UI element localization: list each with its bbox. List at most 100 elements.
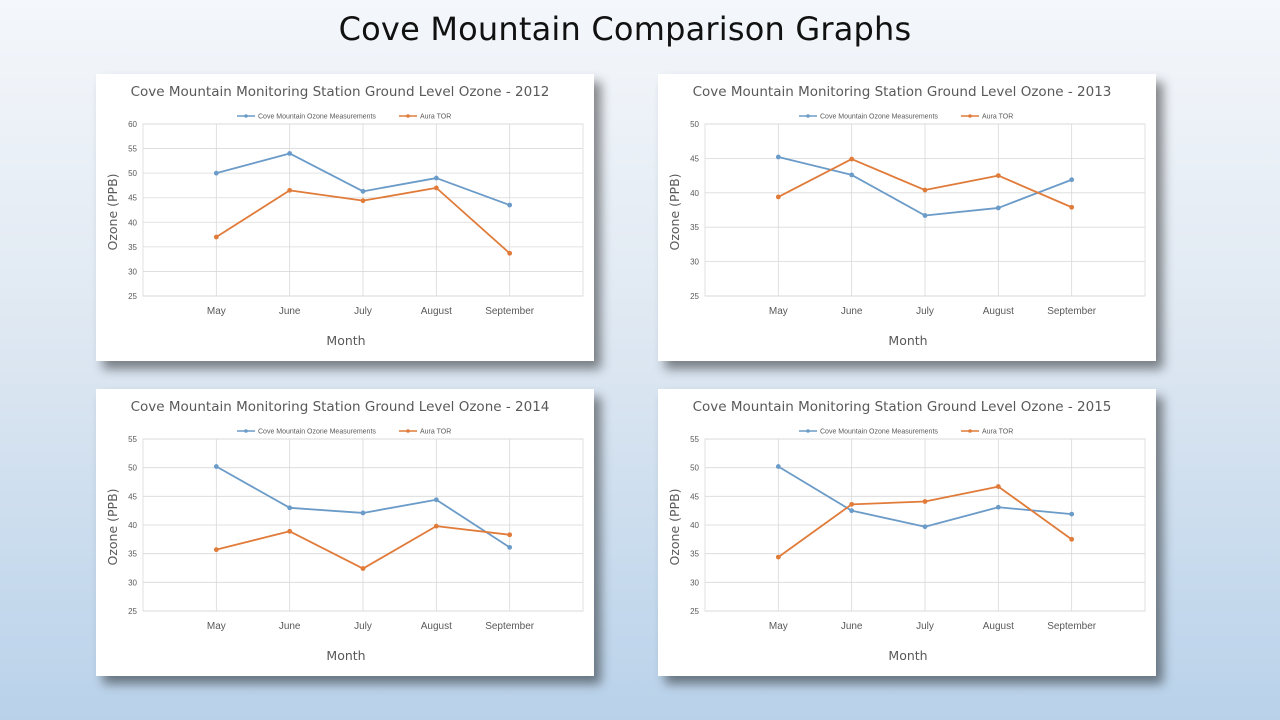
plot-area <box>704 123 1146 297</box>
data-point <box>1069 511 1075 517</box>
legend-label: Cove Mountain Ozone Measurements <box>820 114 938 121</box>
data-point <box>287 528 293 534</box>
legend-item: Cove Mountain Ozone Measurements <box>799 114 938 121</box>
y-tick-label: 45 <box>128 492 137 501</box>
chart-title: Cove Mountain Monitoring Station Ground … <box>131 399 550 415</box>
x-tick-label: July <box>354 621 372 632</box>
data-point <box>360 566 366 571</box>
data-point <box>1069 204 1075 210</box>
chart-title: Cove Mountain Monitoring Station Ground … <box>693 399 1112 415</box>
y-tick-label: 40 <box>690 521 699 530</box>
data-point <box>507 544 513 550</box>
x-tick-label: May <box>769 621 788 632</box>
chart-title: Cove Mountain Monitoring Station Ground … <box>131 84 550 100</box>
legend-item: Aura TOR <box>961 429 1013 436</box>
x-tick-label: August <box>983 306 1014 317</box>
x-tick-label: June <box>279 306 301 317</box>
y-tick-label: 50 <box>128 464 137 473</box>
chart-panel-2012: Cove Mountain Monitoring Station Ground … <box>96 74 594 361</box>
chart-svg: Cove Mountain Monitoring Station Ground … <box>667 399 1146 663</box>
y-tick-label: 30 <box>690 578 699 587</box>
chart-svg: Cove Mountain Monitoring Station Ground … <box>105 84 584 348</box>
y-tick-label: 45 <box>690 492 699 501</box>
y-tick-label: 35 <box>128 243 137 252</box>
y-tick-label: 55 <box>128 435 137 444</box>
y-tick-label: 50 <box>128 169 137 178</box>
y-tick-label: 60 <box>128 120 137 129</box>
y-tick-label: 35 <box>128 550 137 559</box>
data-point <box>849 508 855 514</box>
x-axis-label: Month <box>888 648 927 663</box>
data-point <box>1069 536 1075 542</box>
chart-panel-2013: Cove Mountain Monitoring Station Ground … <box>658 74 1156 361</box>
legend-label: Aura TOR <box>420 429 451 436</box>
data-point <box>507 250 513 256</box>
data-point <box>775 194 781 200</box>
legend-item: Aura TOR <box>399 114 451 121</box>
data-point <box>360 198 366 204</box>
plot-area <box>142 438 584 612</box>
data-point <box>360 188 366 194</box>
x-tick-label: July <box>354 306 372 317</box>
chart-svg: Cove Mountain Monitoring Station Ground … <box>105 399 584 663</box>
x-tick-label: August <box>421 621 452 632</box>
x-tick-label: September <box>1047 306 1097 317</box>
data-point <box>433 523 439 529</box>
data-point <box>922 499 928 504</box>
legend-label: Cove Mountain Ozone Measurements <box>820 429 938 436</box>
x-tick-label: May <box>769 306 788 317</box>
y-axis-label: Ozone (PPB) <box>105 173 120 250</box>
data-point <box>922 213 928 218</box>
legend-item: Cove Mountain Ozone Measurements <box>237 114 376 121</box>
plot-area <box>142 123 584 297</box>
x-tick-label: September <box>485 306 535 317</box>
data-point <box>287 505 293 511</box>
y-tick-label: 25 <box>690 607 699 616</box>
chart-title: Cove Mountain Monitoring Station Ground … <box>693 84 1112 100</box>
y-tick-label: 35 <box>690 223 699 232</box>
y-tick-label: 40 <box>690 189 699 198</box>
data-point <box>213 234 219 240</box>
data-point <box>1069 177 1075 183</box>
data-point <box>995 484 1001 489</box>
y-tick-label: 45 <box>128 194 137 203</box>
data-point <box>433 185 439 191</box>
y-axis-label: Ozone (PPB) <box>105 488 120 565</box>
y-tick-label: 50 <box>690 464 699 473</box>
data-point <box>213 170 219 176</box>
legend-item: Cove Mountain Ozone Measurements <box>799 429 938 436</box>
data-point <box>213 464 219 469</box>
y-axis-label: Ozone (PPB) <box>667 488 682 565</box>
y-tick-label: 25 <box>690 292 699 301</box>
legend-label: Cove Mountain Ozone Measurements <box>258 429 376 436</box>
data-point <box>507 202 513 208</box>
y-tick-label: 35 <box>690 550 699 559</box>
x-axis-label: Month <box>888 333 927 348</box>
x-tick-label: August <box>421 306 452 317</box>
data-point <box>775 154 781 160</box>
x-axis-label: Month <box>326 648 365 663</box>
data-point <box>433 497 439 503</box>
y-tick-label: 45 <box>690 154 699 163</box>
y-tick-label: 25 <box>128 292 137 301</box>
data-point <box>287 187 293 193</box>
y-tick-label: 55 <box>128 145 137 154</box>
y-tick-label: 40 <box>128 521 137 530</box>
y-tick-label: 30 <box>690 258 699 267</box>
legend-label: Aura TOR <box>982 429 1013 436</box>
legend-label: Cove Mountain Ozone Measurements <box>258 114 376 121</box>
x-tick-label: June <box>841 621 863 632</box>
x-tick-label: June <box>841 306 863 317</box>
data-point <box>507 532 513 538</box>
legend-label: Aura TOR <box>982 114 1013 121</box>
y-tick-label: 30 <box>128 267 137 276</box>
data-point <box>995 504 1001 510</box>
data-point <box>775 464 781 469</box>
data-point <box>213 547 219 553</box>
x-axis-label: Month <box>326 333 365 348</box>
y-tick-label: 55 <box>690 435 699 444</box>
legend-item: Aura TOR <box>399 429 451 436</box>
data-point <box>849 501 855 507</box>
data-point <box>287 151 293 156</box>
x-tick-label: September <box>1047 621 1097 632</box>
